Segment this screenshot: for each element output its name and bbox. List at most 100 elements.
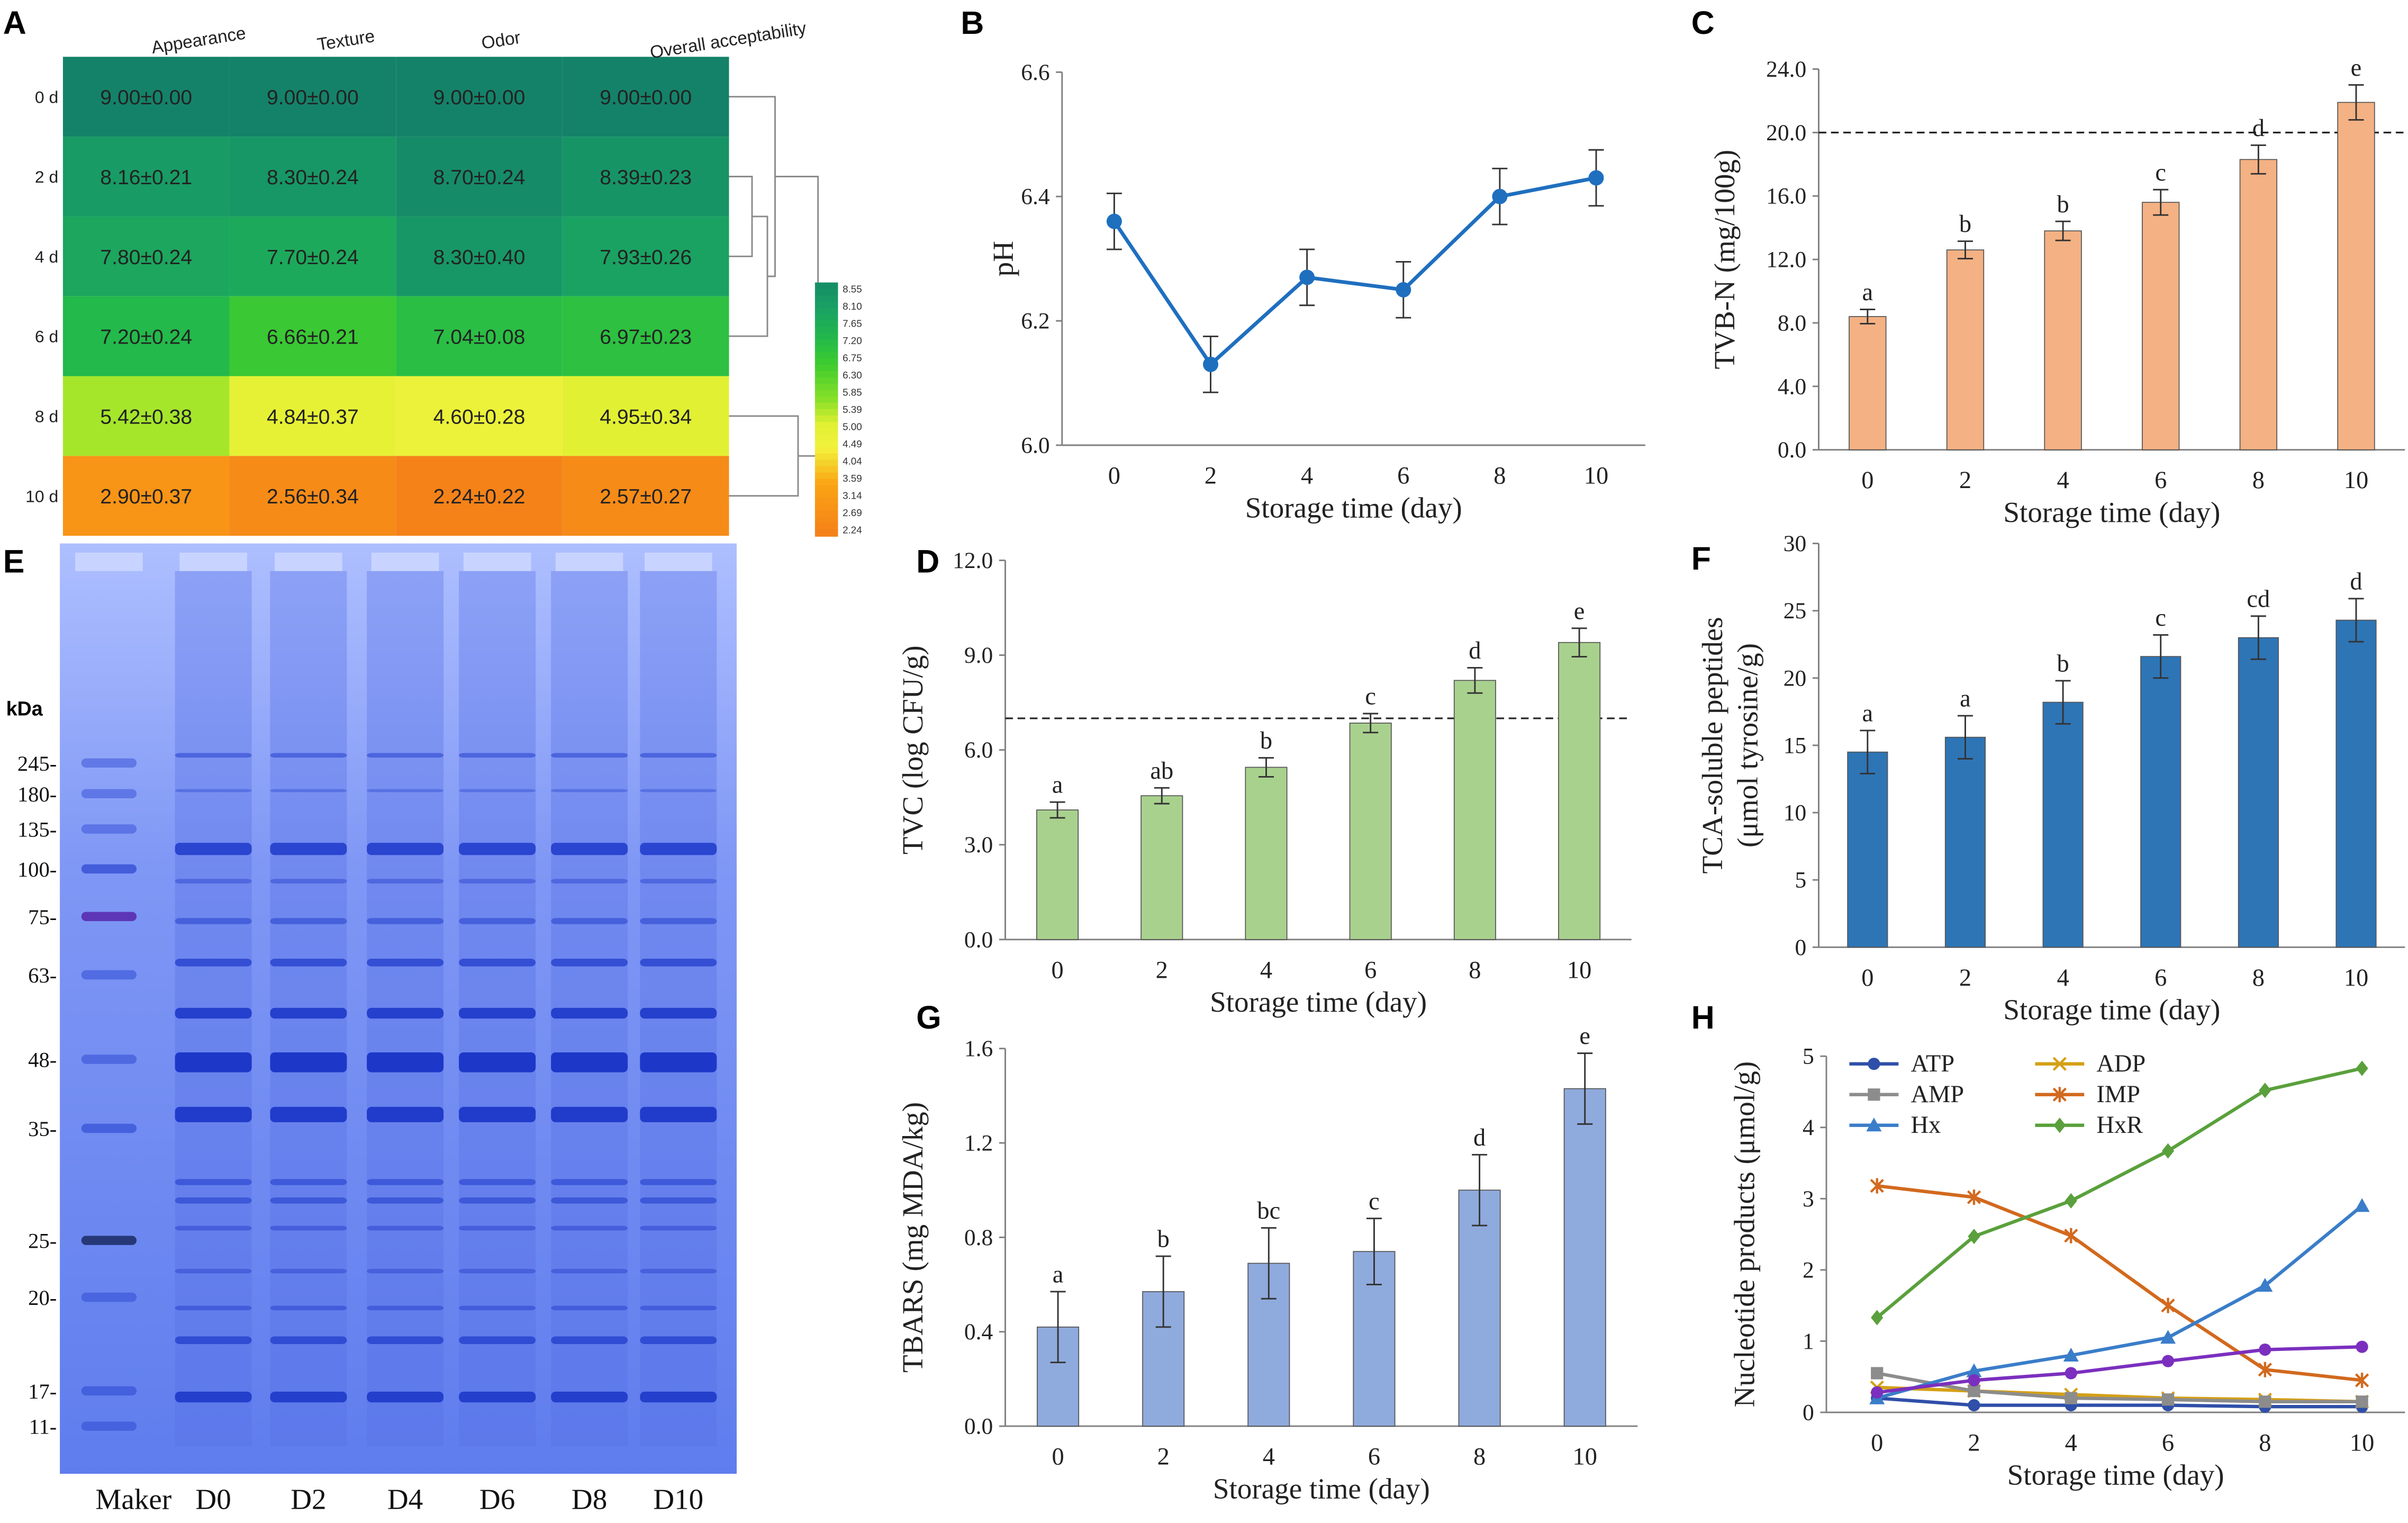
heatmap-row-label: 6 d (35, 327, 58, 346)
colorbar-segment (814, 301, 838, 309)
h-ytick-label: 5 (1803, 1044, 1814, 1069)
gel-marker-label: 20- (28, 1286, 57, 1310)
h-marker (1968, 1374, 1980, 1387)
panel-letter-b: B (961, 5, 984, 41)
h-marker (2053, 1118, 2066, 1133)
gel-band (640, 1268, 717, 1274)
c-bar (1946, 249, 1985, 450)
gel-band (270, 843, 347, 855)
heatmap-cell-label: 7.04±0.08 (433, 326, 526, 349)
gel-marker-band (81, 970, 137, 980)
colorbar-segment (814, 396, 838, 404)
gel-marker-label: 48- (28, 1048, 57, 1072)
f-bar (1944, 736, 1986, 948)
h-marker (2161, 1143, 2175, 1159)
h-marker (1968, 1385, 1980, 1398)
f-bar (2140, 656, 2181, 948)
heatmap-cell-label: 6.66±0.21 (267, 326, 359, 349)
h-xtick-label: 8 (2259, 1430, 2271, 1457)
colorbar-segment (814, 390, 838, 398)
b-xtick-label: 0 (1108, 463, 1120, 490)
heatmap-cell-label: 4.95±0.34 (600, 405, 692, 428)
panel-a-heatmap: 9.00±0.00 9.00±0.00 9.00±0.00 9.00±0.00 0 d 8… (25, 19, 862, 537)
c-bar (2337, 102, 2375, 450)
colorbar-segment (814, 472, 838, 480)
h-marker (2355, 1372, 2369, 1388)
colorbar-tick-label: 8.55 (843, 283, 862, 294)
heatmap-cell (62, 137, 230, 217)
h-series-line (1877, 1371, 2362, 1404)
gel-well (555, 553, 623, 571)
gel-band (459, 1336, 536, 1344)
c-xtick-label: 0 (1861, 467, 1873, 494)
h-marker (2161, 1297, 2175, 1313)
d-xtick-label: 2 (1156, 957, 1168, 984)
heatmap-row-label: 2 d (35, 167, 58, 186)
gel-band (459, 1179, 536, 1185)
h-marker (2160, 1330, 2176, 1344)
gel-band (175, 1336, 252, 1344)
gel-marker-label: 135- (17, 818, 57, 842)
heatmap-cell (62, 216, 230, 296)
h-xlabel: Storage time (day) (2007, 1458, 2224, 1491)
h-legend-label: AMP (1911, 1081, 1964, 1108)
g-ytick-label: 0.8 (964, 1225, 993, 1250)
gel-band (175, 1106, 252, 1122)
gel-band (640, 1336, 717, 1344)
gel-marker-label: 25- (28, 1229, 57, 1253)
colorbar-tick-label: 5.39 (843, 404, 862, 415)
d-xtick-label: 8 (1469, 957, 1481, 984)
gel-band (459, 1052, 536, 1073)
colorbar-segment (814, 308, 838, 316)
h-ytick-label: 0 (1803, 1400, 1814, 1426)
heatmap-cell (562, 456, 729, 536)
f-xtick-label: 2 (1959, 965, 1971, 992)
heatmap-cell-label: 8.30±0.40 (433, 246, 526, 269)
h-marker (2161, 1393, 2175, 1406)
d-xtick-label: 6 (1364, 957, 1377, 984)
panel-letter-d: D (916, 544, 939, 580)
panel-g-tbars-chart: 0.0 0.4 0.8 1.2 1.6 0 2 4 6 8 10 Storage time (day)… (897, 1023, 1638, 1504)
d-xtick-label: 0 (1051, 957, 1063, 984)
d-significance-letter: a (1052, 772, 1063, 799)
h-legend-label: IMP (2096, 1081, 2140, 1108)
heatmap-cell-label: 7.93±0.26 (600, 246, 692, 269)
gel-band (459, 1268, 536, 1274)
heatmap-cell (62, 376, 230, 456)
gel-lane-label: D10 (653, 1483, 703, 1516)
g-xtick-label: 8 (1473, 1444, 1486, 1471)
h-marker (2258, 1362, 2272, 1377)
h-marker (2065, 1367, 2077, 1380)
colorbar-tick-label: 3.14 (843, 490, 862, 501)
d-significance-letter: b (1260, 727, 1272, 754)
gel-band (270, 879, 347, 884)
d-xtick-label: 4 (1260, 957, 1272, 984)
gel-band (551, 918, 628, 924)
h-marker (2354, 1198, 2370, 1212)
colorbar-segment (814, 314, 838, 322)
colorbar-tick-label: 5.00 (843, 421, 862, 432)
f-significance-letter: cd (2247, 585, 2270, 612)
h-xtick-label: 2 (1968, 1430, 1980, 1457)
gel-marker-band (81, 824, 137, 834)
gel-band (270, 918, 347, 924)
colorbar-segment (814, 434, 838, 442)
d-significance-letter: e (1574, 598, 1585, 625)
panel-letter-a: A (3, 5, 26, 41)
b-ytick-label: 6.2 (1021, 309, 1049, 334)
c-ytick-label: 8.0 (1778, 310, 1806, 336)
c-xtick-label: 8 (2252, 467, 2265, 494)
c-xtick-label: 6 (2154, 467, 2167, 494)
gel-band (551, 789, 628, 792)
b-data-point (1106, 213, 1122, 229)
heatmap-cell-label: 2.57±0.27 (600, 485, 692, 508)
gel-marker-band (81, 1386, 137, 1396)
gel-band (367, 1225, 444, 1231)
gel-band (551, 1007, 628, 1019)
heatmap-cell (562, 216, 729, 296)
g-ytick-label: 1.2 (964, 1131, 993, 1156)
gel-band (270, 1197, 347, 1204)
gel-band (175, 1391, 252, 1403)
b-data-point (1299, 269, 1315, 285)
gel-band (459, 1225, 536, 1231)
